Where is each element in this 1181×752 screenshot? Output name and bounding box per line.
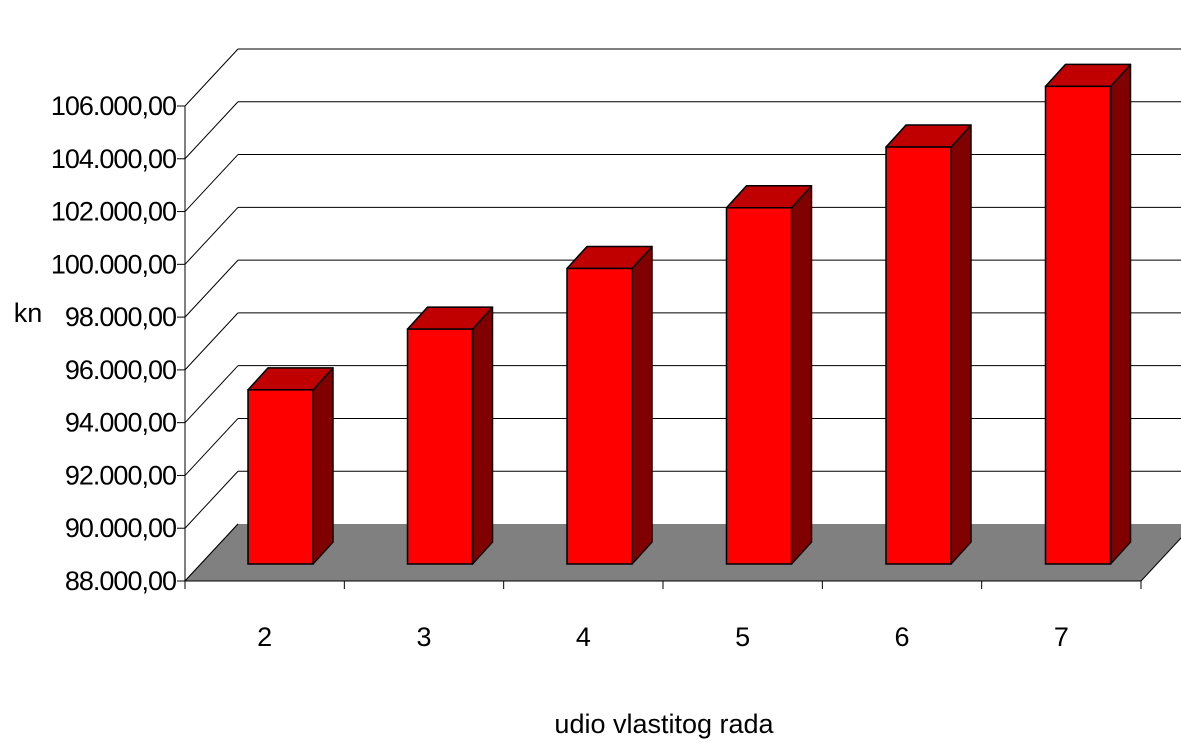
gridline-depth (184, 259, 239, 318)
gridline-depth (184, 470, 239, 529)
bar-front (1044, 85, 1112, 565)
bars (247, 63, 1132, 565)
y-tick-label: 106.000,00 (51, 91, 176, 121)
gridline-depth (184, 418, 239, 476)
x-tick-label: 4 (576, 622, 591, 652)
chart-floor (185, 524, 1181, 581)
bar-front (566, 267, 633, 565)
gridline-depth (184, 206, 239, 265)
bar (725, 185, 813, 565)
bar (885, 124, 972, 565)
bar-front (247, 389, 314, 565)
bar (406, 306, 494, 565)
x-tick-label: 2 (257, 622, 272, 652)
gridline-depth (184, 365, 239, 424)
floor-edge-right (1140, 537, 1181, 582)
bar-side (1109, 63, 1132, 565)
floor-plane (185, 524, 1181, 581)
bar (566, 245, 653, 565)
gridline-depth (184, 312, 239, 371)
y-tick-label: 100.000,00 (51, 249, 176, 279)
gridline-depth (184, 101, 239, 160)
bar-front (406, 328, 474, 565)
gridlines (184, 48, 1181, 582)
y-axis-title: kn (14, 298, 43, 328)
axes (177, 105, 1181, 589)
x-axis-title: udio vlastitog rada (554, 709, 774, 739)
x-tick-label: 3 (416, 622, 431, 652)
x-tick-label: 6 (894, 622, 909, 652)
y-tick-label: 96.000,00 (65, 355, 176, 385)
bar (247, 367, 334, 565)
bar-front (725, 207, 793, 565)
bar-side (631, 245, 653, 565)
bar (1044, 63, 1132, 565)
bar-side (312, 367, 334, 565)
x-tick-label: 5 (735, 622, 750, 652)
y-tick-label: 94.000,00 (65, 408, 176, 438)
bar-side (471, 306, 494, 565)
y-tick-label: 88.000,00 (65, 566, 176, 596)
y-tick-label: 102.000,00 (51, 197, 176, 227)
gridline-depth (184, 48, 239, 107)
y-tick-label: 90.000,00 (65, 513, 176, 543)
bar-side (950, 124, 972, 565)
bar-side (790, 185, 813, 565)
bar-front (885, 146, 952, 565)
labels: 88.000,00 90.000,00 92.000,00 94.000,00 96.0… (51, 91, 1069, 652)
x-tick-label: 7 (1054, 622, 1069, 652)
gridline-depth (184, 154, 239, 212)
y-tick-label: 92.000,00 (65, 460, 176, 490)
y-tick-label: 98.000,00 (65, 302, 176, 332)
floor-edge-left (184, 523, 239, 582)
y-tick-label: 104.000,00 (51, 144, 176, 174)
